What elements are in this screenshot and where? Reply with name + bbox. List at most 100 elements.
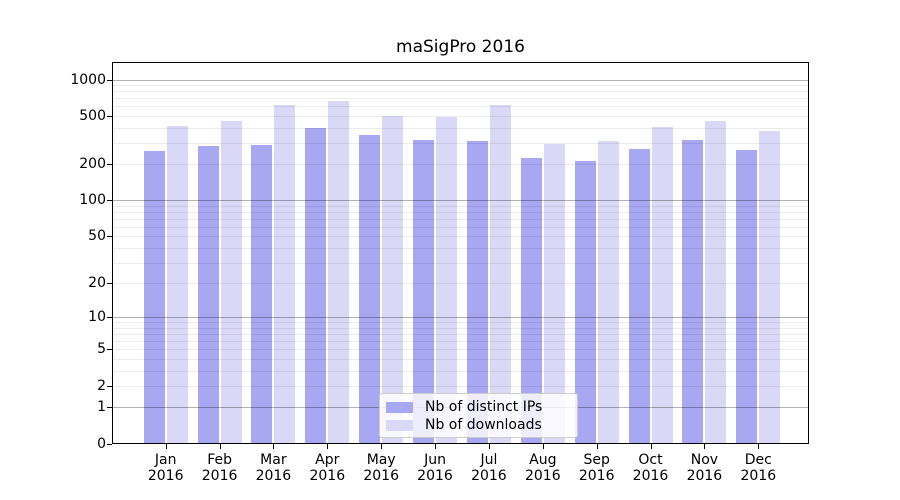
y-tick-mark bbox=[107, 349, 112, 351]
legend-swatch-downloads bbox=[386, 419, 413, 431]
minor-gridline bbox=[113, 327, 808, 329]
bar-distinct-ips bbox=[197, 145, 219, 443]
y-tick-label: 1000 bbox=[70, 71, 106, 88]
x-tick-mark bbox=[273, 444, 275, 449]
y-tick-label: 200 bbox=[79, 156, 106, 173]
bar-downloads bbox=[436, 116, 457, 443]
x-tick-mark bbox=[327, 444, 329, 449]
minor-gridline bbox=[113, 322, 808, 324]
minor-gridline bbox=[113, 283, 808, 285]
minor-gridline bbox=[113, 205, 808, 207]
minor-gridline bbox=[113, 370, 808, 372]
bar-distinct-ips bbox=[520, 157, 542, 443]
y-tick-mark bbox=[107, 407, 112, 408]
bar-distinct-ips bbox=[359, 134, 381, 443]
bar-distinct-ips bbox=[574, 160, 596, 443]
y-tick-mark bbox=[107, 443, 112, 445]
bar-distinct-ips bbox=[413, 139, 434, 443]
y-tick-label: 10 bbox=[88, 309, 106, 326]
major-gridline bbox=[113, 79, 808, 81]
x-tick-mark bbox=[650, 444, 652, 449]
bar-downloads bbox=[166, 125, 188, 443]
bar-downloads bbox=[597, 140, 619, 443]
minor-gridline bbox=[113, 262, 808, 264]
x-tick-mark bbox=[165, 444, 167, 449]
y-tick-label: 100 bbox=[79, 192, 106, 209]
minor-gridline bbox=[113, 226, 808, 228]
x-tick-label: Apr 2016 bbox=[309, 452, 346, 484]
minor-gridline bbox=[113, 334, 808, 335]
minor-gridline bbox=[113, 164, 808, 166]
x-tick-label: Jun 2016 bbox=[417, 452, 453, 484]
chart-title: maSigPro 2016 bbox=[396, 37, 525, 57]
x-tick-label: Aug 2016 bbox=[524, 452, 561, 484]
y-tick-mark bbox=[107, 283, 112, 285]
bar-downloads bbox=[759, 130, 781, 443]
y-tick-label: 500 bbox=[79, 108, 106, 124]
y-tick-mark bbox=[107, 164, 112, 166]
bar-downloads bbox=[382, 115, 404, 443]
legend-row-distinct-ips: Nb of distinct IPs bbox=[386, 398, 569, 416]
x-tick-mark bbox=[704, 444, 706, 449]
minor-gridline bbox=[113, 385, 808, 387]
legend-label-distinct-ips: Nb of distinct IPs bbox=[425, 399, 543, 415]
x-tick-label: Jan 2016 bbox=[147, 452, 184, 484]
bar-distinct-ips bbox=[466, 140, 488, 443]
bar-downloads bbox=[220, 120, 242, 443]
x-tick-mark bbox=[758, 444, 760, 449]
bars-layer bbox=[113, 63, 808, 443]
minor-gridline bbox=[113, 106, 808, 108]
bar-downloads bbox=[328, 100, 350, 443]
x-tick-mark bbox=[488, 444, 490, 449]
minor-gridline bbox=[113, 142, 808, 144]
minor-gridline bbox=[113, 91, 808, 93]
y-tick-label: 1 bbox=[97, 399, 106, 415]
y-tick-label: 2 bbox=[97, 377, 106, 394]
x-tick-label: Feb 2016 bbox=[201, 452, 238, 484]
minor-gridline bbox=[113, 212, 808, 213]
major-gridline bbox=[113, 317, 808, 319]
x-tick-mark bbox=[542, 444, 544, 449]
bar-downloads bbox=[651, 126, 673, 443]
minor-gridline bbox=[113, 85, 808, 87]
x-tick-label: Jul 2016 bbox=[471, 452, 507, 484]
bar-downloads bbox=[274, 104, 296, 443]
x-tick-mark bbox=[219, 444, 221, 449]
plot-area: Nb of distinct IPs Nb of downloads bbox=[112, 62, 809, 444]
minor-gridline bbox=[113, 247, 808, 249]
y-tick-mark bbox=[107, 200, 112, 202]
y-tick-label: 5 bbox=[97, 341, 106, 358]
minor-gridline bbox=[113, 218, 808, 220]
x-tick-label: May 2016 bbox=[363, 452, 399, 484]
y-tick-mark bbox=[107, 79, 112, 81]
minor-gridline bbox=[113, 116, 808, 117]
bar-downloads bbox=[543, 143, 565, 443]
legend-label-downloads: Nb of downloads bbox=[425, 417, 542, 433]
y-tick-mark bbox=[107, 236, 112, 238]
minor-gridline bbox=[113, 358, 808, 360]
bar-distinct-ips bbox=[143, 150, 165, 443]
legend-row-downloads: Nb of downloads bbox=[386, 416, 569, 434]
bar-distinct-ips bbox=[251, 144, 273, 443]
grid-layer bbox=[113, 63, 808, 443]
minor-gridline bbox=[113, 127, 808, 129]
bar-distinct-ips bbox=[305, 127, 327, 443]
bar-downloads bbox=[489, 104, 511, 443]
x-tick-mark bbox=[596, 444, 598, 449]
y-tick-mark bbox=[107, 317, 112, 319]
x-tick-label: Sep 2016 bbox=[578, 452, 615, 484]
minor-gridline bbox=[113, 341, 808, 342]
x-tick-mark bbox=[435, 444, 436, 449]
legend: Nb of distinct IPs Nb of downloads bbox=[379, 393, 578, 438]
minor-gridline bbox=[113, 98, 808, 100]
bar-distinct-ips bbox=[736, 149, 758, 443]
bar-distinct-ips bbox=[682, 139, 704, 443]
y-tick-mark bbox=[107, 385, 112, 387]
y-tick-label: 20 bbox=[88, 275, 106, 292]
y-tick-label: 0 bbox=[97, 435, 106, 452]
y-tick-mark bbox=[107, 116, 112, 117]
minor-gridline bbox=[113, 236, 808, 238]
y-tick-label: 50 bbox=[88, 228, 106, 245]
x-tick-label: Oct 2016 bbox=[632, 452, 669, 484]
